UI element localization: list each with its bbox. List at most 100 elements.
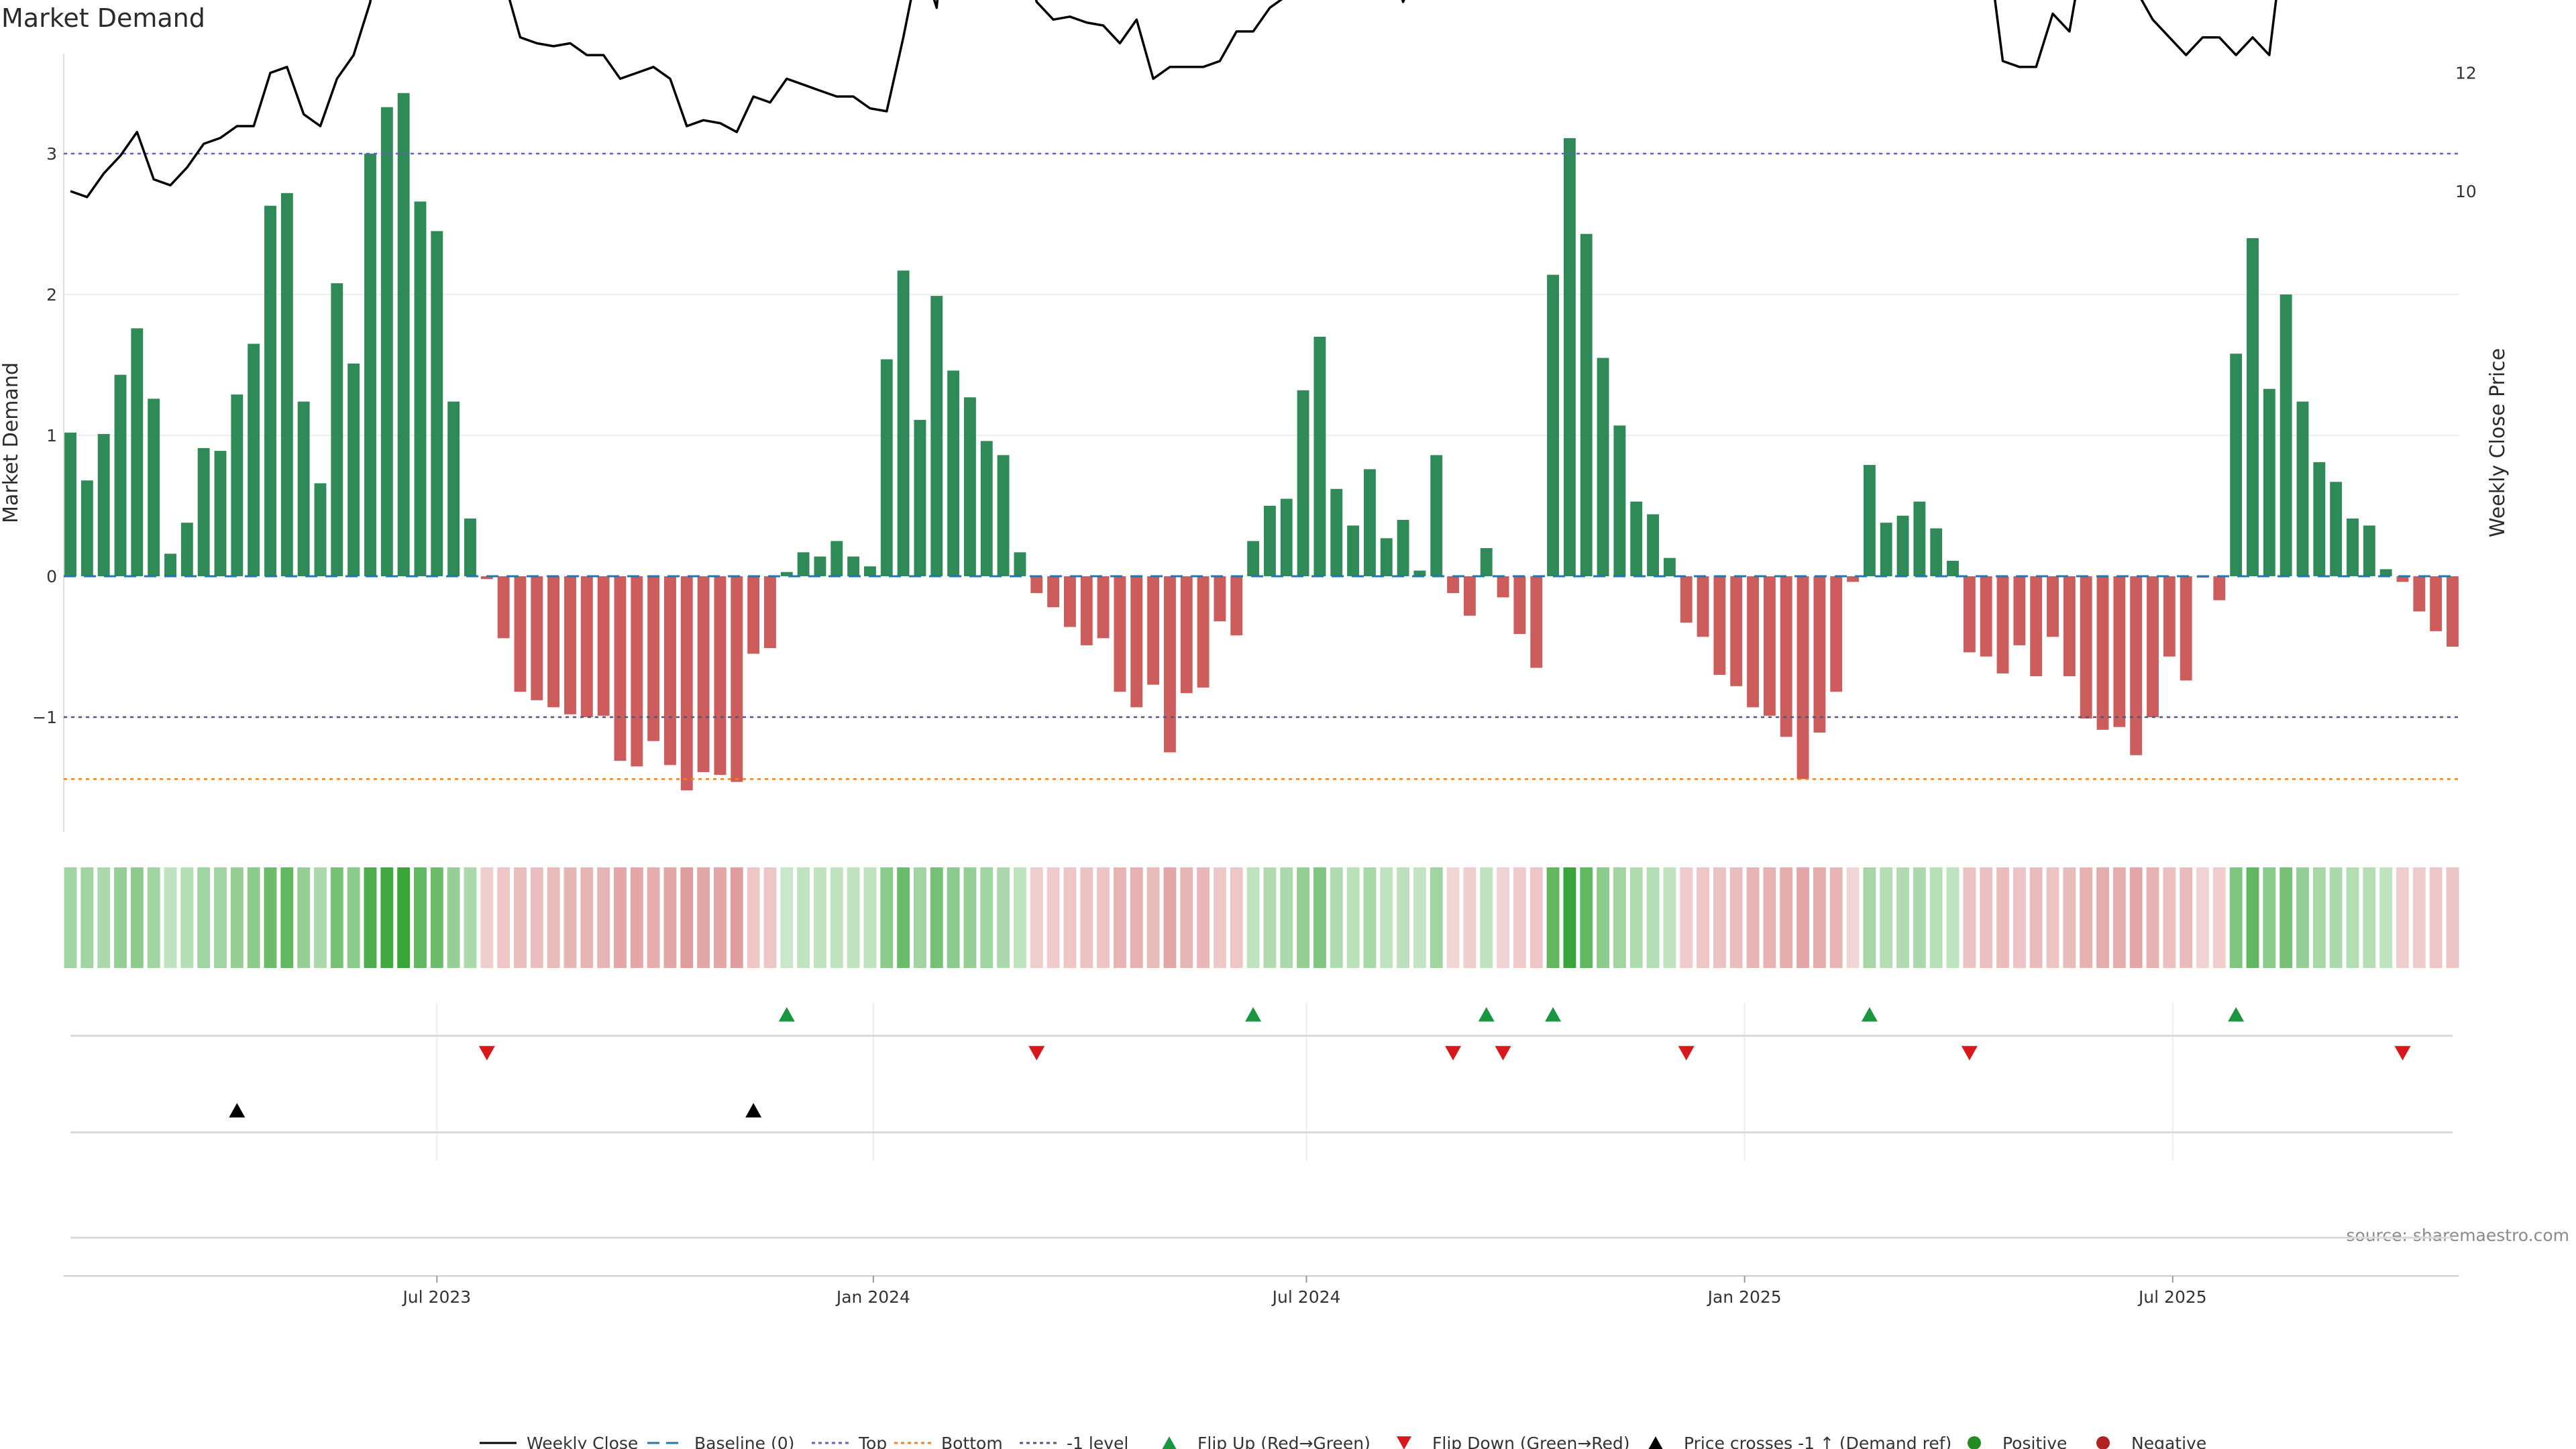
heat-band-cell	[2212, 867, 2226, 968]
heat-band-cell	[1746, 867, 1760, 968]
flip-up-marker	[1478, 1007, 1495, 1022]
heat-band-cell	[280, 867, 294, 968]
heat-band-cell	[747, 867, 760, 968]
y-axis-left-label: Market Demand	[0, 362, 23, 523]
demand-bar	[464, 518, 476, 576]
heat-band-cell	[2096, 867, 2109, 968]
heat-band-cell	[1546, 867, 1560, 968]
heat-band-cell	[2379, 867, 2393, 968]
heat-band-cell	[264, 867, 277, 968]
heat-band-cell	[1529, 867, 1543, 968]
heat-band-cell	[380, 867, 394, 968]
demand-bar	[2030, 576, 2043, 677]
axes	[63, 54, 2459, 1277]
demand-bar	[764, 576, 776, 649]
demand-bar	[614, 576, 627, 761]
demand-bar	[830, 541, 843, 576]
demand-bar	[2330, 482, 2343, 576]
heat-band-cell	[1963, 867, 1976, 968]
demand-bar	[2180, 576, 2192, 681]
heat-band-cell	[1397, 867, 1410, 968]
demand-bar	[1180, 576, 1193, 694]
demand-bar	[847, 556, 860, 576]
heat-band-cell	[730, 867, 743, 968]
heat-band-cell	[1497, 867, 1510, 968]
demand-bar	[1980, 576, 1992, 657]
demand-bar	[2230, 354, 2243, 576]
heat-band-cell	[1313, 867, 1326, 968]
heat-band-cell	[697, 867, 710, 968]
demand-bar	[697, 576, 710, 772]
heat-band-cell	[1629, 867, 1643, 968]
reference-lines	[64, 152, 2459, 780]
heat-band-cell	[1246, 867, 1260, 968]
legend-item-flipdown: Flip Down (Green→Red)	[1397, 1434, 1630, 1449]
demand-bar	[980, 441, 993, 576]
heat-band-cell	[647, 867, 660, 968]
heat-band-cell	[930, 867, 943, 968]
flip-down-marker	[478, 1046, 495, 1061]
heat-band-cell	[1163, 867, 1177, 968]
demand-bar	[1913, 501, 1926, 576]
heat-band-cell	[1980, 867, 1993, 968]
heat-band-cell	[963, 867, 977, 968]
demand-bar	[2296, 401, 2309, 576]
demand-bar	[1114, 576, 1126, 692]
heat-band-cell	[1896, 867, 1909, 968]
heat-band-cell	[364, 867, 377, 968]
heat-band-cell	[780, 867, 794, 968]
demand-bar	[1430, 455, 1443, 576]
heat-band-cell	[2246, 867, 2259, 968]
heat-band-cell	[1263, 867, 1277, 968]
demand-bar	[1730, 576, 1743, 686]
demand-bar	[131, 328, 144, 576]
legend-label-bottom: Bottom	[941, 1434, 1003, 1449]
heat-band-cell	[1729, 867, 1743, 968]
heat-band-cell	[1713, 867, 1726, 968]
demand-bar	[1830, 576, 1843, 692]
heat-band-cell	[2296, 867, 2309, 968]
demand-bar	[497, 576, 510, 639]
demand-bar	[1930, 528, 1943, 576]
heat-band-cell	[330, 867, 343, 968]
demand-bar	[1663, 557, 1676, 576]
heat-band-cell	[1280, 867, 1293, 968]
heat-band-cell	[214, 867, 227, 968]
heat-band-cell	[1363, 867, 1377, 968]
heat-band-cell	[980, 867, 994, 968]
demand-bar	[1330, 488, 1343, 576]
heat-band-cell	[863, 867, 877, 968]
heat-band-cell	[1946, 867, 1960, 968]
demand-bar	[2413, 576, 2426, 612]
demand-bar	[1497, 576, 1509, 598]
y-tick-right-label: 12	[2455, 64, 2477, 83]
demand-bar	[2047, 576, 2059, 637]
demand-bar	[180, 523, 193, 576]
demand-bar	[2147, 576, 2159, 717]
heat-band-cell	[230, 867, 244, 968]
demand-bar	[963, 397, 976, 576]
heat-band-cell	[80, 867, 94, 968]
heat-band-cell	[1063, 867, 1077, 968]
legend-swatch-negative	[2096, 1436, 2110, 1449]
heat-band-cell	[2063, 867, 2076, 968]
demand-bar	[1097, 576, 1110, 639]
heat-band-cell	[514, 867, 527, 968]
heat-band-cell	[1097, 867, 1110, 968]
demand-bar	[164, 553, 176, 576]
heat-band-cell	[1030, 867, 1043, 968]
demand-bar	[580, 576, 593, 717]
heat-band-cell	[1297, 867, 1310, 968]
heat-band-cell	[2180, 867, 2193, 968]
demand-bar	[364, 154, 376, 576]
heat-band-cell	[2279, 867, 2293, 968]
demand-bar	[1214, 576, 1226, 622]
demand-bar	[1080, 576, 1093, 645]
heat-band-cell	[1863, 867, 1876, 968]
heat-band-cell	[2396, 867, 2409, 968]
demand-bar	[1313, 337, 1326, 576]
heat-band-cell	[1330, 867, 1343, 968]
heat-band-cell	[530, 867, 543, 968]
heat-band-cell	[1146, 867, 1160, 968]
flip-down-marker	[1495, 1046, 1511, 1061]
